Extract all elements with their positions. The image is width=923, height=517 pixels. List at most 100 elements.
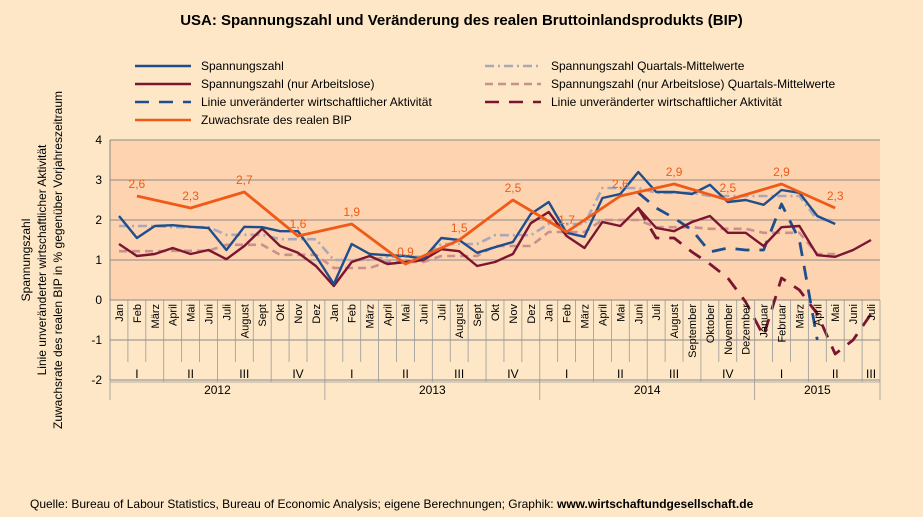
quarter-label: II [402, 367, 409, 381]
data-label: 1,7 [558, 213, 575, 227]
quarter-label: I [565, 367, 568, 381]
y-axis-label-line: Spannungszahl [19, 219, 33, 302]
legend-label: Linie unveränderter wirtschaftlicher Akt… [201, 95, 432, 109]
x-tick-label: März [794, 304, 806, 328]
y-tick-label: -1 [91, 333, 102, 347]
series-line-5 [637, 191, 819, 341]
x-tick-label: Mai [186, 304, 198, 322]
y-tick-label: 4 [95, 133, 102, 147]
x-tick-label: April [597, 304, 609, 326]
data-label: 2,9 [666, 165, 683, 179]
x-tick-label: März [365, 304, 377, 328]
quarter-label: IV [292, 367, 303, 381]
data-label: 1,9 [343, 205, 360, 219]
data-label: 2,3 [182, 189, 199, 203]
x-tick-label: Juni [203, 304, 215, 324]
x-tick-label: Okt [490, 304, 502, 321]
y-axis-label-line: Zuwachsrate des realen BIP in % gegenübe… [51, 91, 65, 429]
year-label: 2012 [204, 383, 231, 397]
quarter-label: II [617, 367, 624, 381]
data-label: 1,5 [451, 221, 468, 235]
x-tick-label: Juni [848, 304, 860, 324]
y-tick-label: -2 [91, 373, 102, 387]
y-tick-label: 1 [95, 253, 102, 267]
quarter-label: I [135, 367, 138, 381]
x-tick-label: Februar [777, 304, 789, 343]
legend-label: Spannungszahl [201, 59, 284, 73]
y-tick-label: 2 [95, 213, 102, 227]
data-label: 2,6 [129, 177, 146, 191]
x-tick-label: Feb [562, 304, 574, 323]
source-website: www.wirtschaftundgesellschaft.de [556, 497, 754, 511]
quarter-label: III [454, 367, 464, 381]
legend-label: Linie unveränderter wirtschaftlicher Akt… [551, 95, 782, 109]
plot-area: 2,6 2,3 2,7 1,6 1,9 0,9 1,5 2,5 1,7 2,6 2,9 2,5 2,9 2… [110, 139, 880, 381]
x-tick-label: September [687, 304, 699, 358]
x-tick-label: Januar [759, 304, 771, 338]
x-tick-label: Mai [830, 304, 842, 322]
x-tick-label: November [723, 304, 735, 355]
x-tick-label: Mai [400, 304, 412, 322]
x-tick-label: Feb [347, 304, 359, 323]
legend-label: Spannungszahl (nur Arbeitslose) [201, 77, 374, 91]
x-tick-label: August [239, 304, 251, 338]
x-tick-label: Juni [418, 304, 430, 324]
x-tick-label: Sept [472, 304, 484, 327]
x-tick-label: Dezember [741, 304, 753, 355]
series-line-7 [136, 182, 836, 266]
data-label: 2,7 [236, 173, 253, 187]
data-label: 2,5 [719, 181, 736, 195]
year-label: 2013 [419, 383, 446, 397]
legend-label: Spannungszahl (nur Arbeitslose) Quartals… [551, 77, 835, 91]
x-tick-label: März [150, 304, 162, 328]
quarter-label: III [866, 367, 876, 381]
quarter-label: IV [722, 367, 733, 381]
source-text: Quelle: Bureau of Labour Statistics, Bur… [30, 497, 557, 511]
source-note: Quelle: Bureau of Labour Statistics, Bur… [30, 497, 753, 511]
data-label: 0,9 [397, 245, 414, 259]
quarter-label: III [669, 367, 679, 381]
quarter-label: III [239, 367, 249, 381]
series-line-1 [118, 170, 836, 286]
y-tick-label: 3 [95, 173, 102, 187]
x-tick-label: Dez [311, 304, 323, 324]
quarter-label: IV [507, 367, 518, 381]
x-tick-label: August [454, 304, 466, 338]
legend-label: Spannungszahl Quartals-Mittelwerte [551, 59, 745, 73]
year-label: 2014 [634, 383, 661, 397]
x-tick-label: Jan [114, 304, 126, 322]
data-label: 1,6 [290, 217, 307, 231]
x-tick-label: Oktober [705, 304, 717, 343]
x-tick-label: April [168, 304, 180, 326]
data-label: 2,3 [827, 189, 844, 203]
data-label: 2,6 [612, 177, 629, 191]
x-tick-label: Nov [293, 304, 305, 324]
x-tick-label: April [812, 304, 824, 326]
year-label: 2015 [804, 383, 831, 397]
x-tick-label: August [669, 304, 681, 338]
legend: Spannungszahl Spannungszahl Quartals-Mitt… [135, 59, 835, 127]
x-tick-label: Jan [544, 304, 556, 322]
y-axis-label: Spannungszahl Linie unveränderter wirtsch… [19, 91, 65, 429]
x-tick-label: Mai [615, 304, 627, 322]
x-tick-label: März [580, 304, 592, 328]
chart-title: USA: Spannungszahl und Veränderung des r… [180, 12, 743, 29]
x-tick-label: Juli [651, 304, 663, 321]
series-line-4 [119, 218, 836, 270]
x-tick-label: Feb [132, 304, 144, 323]
series-line-2 [118, 206, 872, 288]
x-tick-label: April [383, 304, 395, 326]
x-tick-label: Sept [257, 304, 269, 327]
x-tick-label: Juli [221, 304, 233, 321]
legend-label: Zuwachsrate des realen BIP [201, 113, 352, 127]
axes: 4 3 2 1 0 -1 -2 Jan Feb März April Mai Juni Juli Augus… [91, 133, 881, 400]
quarter-label: I [780, 367, 783, 381]
quarter-label: II [187, 367, 194, 381]
data-label: 2,5 [505, 181, 522, 195]
x-tick-label: Jan [329, 304, 341, 322]
quarter-label: II [832, 367, 839, 381]
y-axis-label-line: Linie unveränderter wirtschaftlicher Akt… [35, 144, 49, 375]
x-tick-label: Juli [866, 304, 878, 321]
quarter-label: I [350, 367, 353, 381]
